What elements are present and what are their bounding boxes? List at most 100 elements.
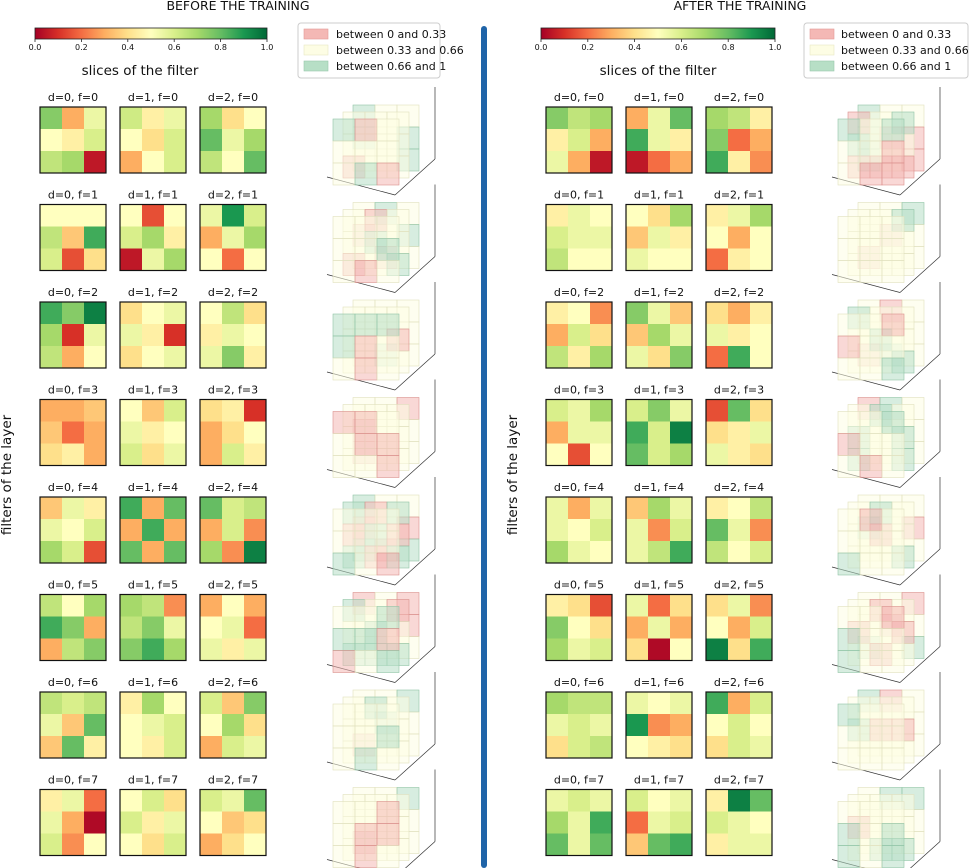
heatmap-cell: [222, 248, 244, 271]
heatmap-cell: [200, 151, 222, 173]
heatmap-cell: [84, 638, 106, 661]
heatmap-cell: [568, 129, 590, 151]
heatmap-cell: [222, 443, 244, 466]
heatmap-frame: [199, 106, 267, 174]
colorbar-tick-label: 0.2: [75, 43, 88, 52]
heatmap-cell: [648, 736, 670, 758]
legend-swatch-low: [809, 28, 835, 40]
heatmap-cell: [648, 399, 670, 422]
heatmap-cell: [84, 107, 106, 129]
heatmap-cell: [164, 443, 186, 466]
heatmap-cell: [568, 302, 590, 324]
heatmap-cell: [706, 302, 728, 324]
cube-voxel: [837, 216, 861, 239]
heatmap-cell: [648, 346, 670, 368]
slice-heatmap: [119, 691, 187, 759]
cube-voxel: [837, 552, 861, 576]
cube-voxel: [332, 260, 356, 283]
cube-voxel: [332, 606, 356, 629]
cube-voxel: [859, 162, 883, 186]
filters-label-left: filters of the layer: [0, 414, 15, 535]
slice-heatmap: [199, 301, 267, 369]
slice-heatmap: [39, 496, 107, 564]
heatmap-cell: [142, 833, 164, 856]
heatmap-cell: [626, 736, 648, 758]
heatmap-cell: [40, 594, 62, 617]
slice-title: d=1, f=4: [128, 481, 178, 494]
colorbar-tick-label: 1.0: [261, 43, 274, 52]
heatmap-cell: [706, 324, 728, 346]
cube-voxel: [881, 162, 905, 186]
cube-voxel: [837, 313, 861, 337]
cube-voxel: [354, 335, 378, 359]
heatmap-cell: [750, 302, 772, 324]
cube-voxel: [881, 238, 905, 261]
slice-title: d=2, f=3: [714, 384, 764, 397]
heatmap-cell: [120, 151, 142, 173]
heatmap-cell: [62, 833, 84, 856]
heatmap-cell: [648, 248, 670, 271]
heatmap-cell: [728, 399, 750, 422]
heatmap-cell: [222, 736, 244, 758]
heatmap-cell: [670, 833, 692, 856]
heatmap-cell: [120, 421, 142, 444]
cube-voxel: [332, 747, 356, 771]
heatmap-cell: [120, 736, 142, 758]
heatmap-cell: [84, 346, 106, 368]
heatmap-cell: [222, 594, 244, 617]
heatmap-frame: [625, 398, 693, 467]
cube-voxel: [837, 823, 861, 846]
heatmap-cell: [546, 107, 568, 129]
slices-label-right: slices of the filter: [600, 63, 717, 79]
heatmap-frame: [705, 301, 773, 369]
heatmap-cell: [546, 421, 568, 444]
heatmap-cell: [728, 541, 750, 563]
heatmap-cell: [626, 226, 648, 249]
heatmap-cell: [626, 519, 648, 541]
cube-voxel: [859, 357, 883, 381]
heatmap-frame: [705, 788, 773, 857]
cube-voxel: [859, 530, 883, 554]
heatmap-cell: [164, 346, 186, 368]
heatmap-cell: [120, 714, 142, 736]
cube-voxel: [354, 552, 378, 576]
heatmap-cell: [142, 248, 164, 271]
heatmap-cell: [648, 714, 670, 736]
heatmap-frame: [199, 398, 267, 467]
cube-voxel: [881, 606, 905, 629]
slice-title: d=0, f=3: [554, 384, 604, 397]
slice-heatmap: [545, 691, 613, 759]
heatmap-cell: [750, 497, 772, 519]
heatmap-cell: [706, 399, 728, 422]
filter-cube: [831, 672, 941, 781]
legend-label-high: between 0.66 and 1: [841, 60, 951, 73]
heatmap-cell: [590, 399, 612, 422]
cube-voxel: [376, 357, 400, 381]
cube-voxel: [376, 552, 400, 576]
heatmap-cell: [200, 736, 222, 758]
heatmap-cell: [200, 302, 222, 324]
slice-heatmap: [119, 496, 187, 564]
cube-voxel: [859, 725, 883, 749]
heatmap-cell: [84, 421, 106, 444]
heatmap-cell: [222, 519, 244, 541]
heatmap-frame: [119, 301, 187, 369]
slice-title: d=0, f=1: [554, 189, 604, 202]
heatmap-cell: [40, 638, 62, 661]
slice-title: d=0, f=4: [554, 481, 604, 494]
heatmap-cell: [648, 541, 670, 563]
heatmap-cell: [750, 541, 772, 563]
heatmap-cell: [750, 204, 772, 227]
heatmap-frame: [545, 203, 613, 272]
heatmap-cell: [164, 324, 186, 346]
cube-voxel: [859, 508, 883, 532]
slice-heatmap: [119, 301, 187, 369]
slice-heatmap: [39, 691, 107, 759]
cube-voxel: [332, 335, 356, 359]
heatmap-cell: [164, 204, 186, 227]
heatmap-cell: [84, 248, 106, 271]
cube-voxel: [881, 313, 905, 337]
slice-heatmap: [545, 203, 613, 272]
legend-label-mid: between 0.33 and 0.66: [841, 44, 969, 57]
panel-divider: [481, 26, 487, 868]
